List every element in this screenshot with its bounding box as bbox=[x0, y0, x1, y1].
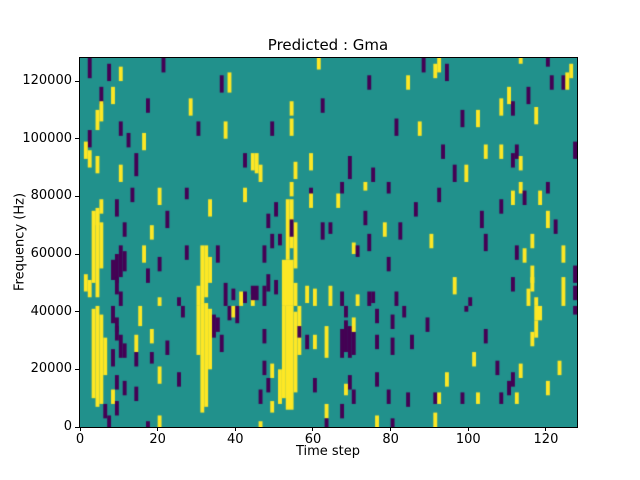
x-tick-mark bbox=[79, 427, 81, 431]
x-tick-label: 20 bbox=[149, 432, 166, 447]
heatmap-canvas bbox=[80, 58, 577, 427]
y-tick-label: 100000 bbox=[22, 130, 72, 146]
x-tick-label: 80 bbox=[382, 432, 399, 447]
x-tick-mark bbox=[312, 427, 314, 431]
x-tick-mark bbox=[390, 427, 392, 431]
y-tick-mark bbox=[75, 138, 79, 140]
y-tick-label: 20000 bbox=[30, 361, 72, 377]
y-tick-label: 120000 bbox=[22, 73, 72, 89]
x-tick-mark bbox=[157, 427, 159, 431]
y-tick-mark bbox=[75, 368, 79, 370]
y-tick-mark bbox=[75, 80, 79, 82]
y-tick-mark bbox=[75, 311, 79, 313]
y-tick-mark bbox=[75, 253, 79, 255]
y-axis-label: Frequency (Hz) bbox=[12, 192, 28, 292]
y-tick-label: 60000 bbox=[30, 246, 72, 262]
y-tick-mark bbox=[75, 426, 79, 428]
x-axis-label: Time step bbox=[295, 444, 361, 459]
chart-title: Predicted : Gma bbox=[267, 36, 389, 54]
x-tick-label: 100 bbox=[455, 432, 481, 447]
x-tick-label: 40 bbox=[227, 432, 244, 447]
y-tick-label: 40000 bbox=[30, 303, 72, 319]
x-tick-mark bbox=[467, 427, 469, 431]
x-tick-mark bbox=[234, 427, 236, 431]
y-tick-label: 80000 bbox=[30, 188, 72, 204]
x-tick-label: 0 bbox=[75, 432, 85, 447]
x-tick-label: 120 bbox=[533, 432, 559, 447]
y-tick-label: 0 bbox=[63, 419, 72, 434]
x-tick-mark bbox=[545, 427, 547, 431]
x-tick-label: 60 bbox=[304, 432, 322, 447]
y-tick-mark bbox=[75, 195, 79, 197]
plot-area bbox=[79, 57, 578, 428]
